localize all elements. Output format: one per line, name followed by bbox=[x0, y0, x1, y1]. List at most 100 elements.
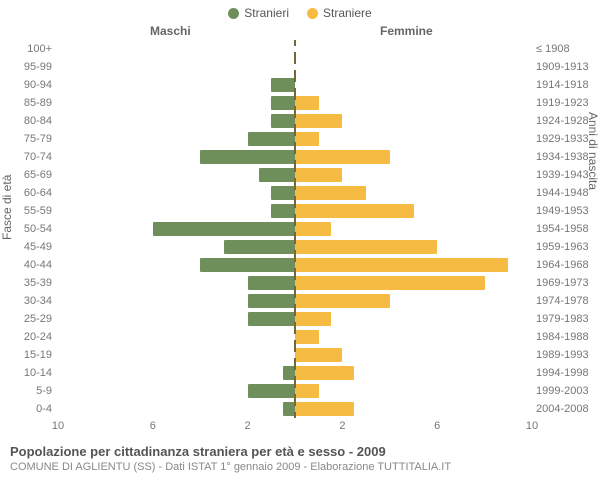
bar-female bbox=[295, 348, 342, 362]
age-label: 40-44 bbox=[0, 259, 52, 271]
row-plot bbox=[58, 148, 532, 166]
age-label: 60-64 bbox=[0, 187, 52, 199]
column-header-female: Femmine bbox=[380, 24, 433, 38]
bar-male bbox=[271, 186, 295, 200]
caption: Popolazione per cittadinanza straniera p… bbox=[0, 438, 600, 473]
birth-year-label: 1934-1938 bbox=[536, 151, 600, 163]
age-label: 45-49 bbox=[0, 241, 52, 253]
bar-female bbox=[295, 312, 331, 326]
age-label: 100+ bbox=[0, 43, 52, 55]
bar-female bbox=[295, 240, 437, 254]
row-plot bbox=[58, 256, 532, 274]
bar-male bbox=[271, 114, 295, 128]
bar-female bbox=[295, 150, 390, 164]
chart-row: 60-64 1944-1948 bbox=[0, 184, 600, 202]
bar-male bbox=[248, 132, 295, 146]
chart-row: 90-941914-1918 bbox=[0, 76, 600, 94]
row-plot bbox=[58, 202, 532, 220]
bar-male bbox=[248, 294, 295, 308]
bar-female bbox=[295, 222, 331, 236]
chart-rows: 100+≤ 190895-991909-191390-941914-191885… bbox=[0, 40, 600, 418]
bar-male bbox=[153, 222, 295, 236]
age-label: 85-89 bbox=[0, 97, 52, 109]
row-plot bbox=[58, 220, 532, 238]
column-header-male: Maschi bbox=[150, 24, 191, 38]
chart-row: 0-4 2004-2008 bbox=[0, 400, 600, 418]
row-plot bbox=[58, 382, 532, 400]
bar-female bbox=[295, 132, 319, 146]
bar-male bbox=[271, 204, 295, 218]
bar-female bbox=[295, 402, 354, 416]
bar-female bbox=[295, 204, 414, 218]
birth-year-label: 1994-1998 bbox=[536, 367, 600, 379]
age-label: 95-99 bbox=[0, 61, 52, 73]
bar-male bbox=[283, 366, 295, 380]
chart-row: 5-9 1999-2003 bbox=[0, 382, 600, 400]
chart-row: 80-84 1924-1928 bbox=[0, 112, 600, 130]
bar-female bbox=[295, 186, 366, 200]
bar-female bbox=[295, 96, 319, 110]
chart-row: 100+≤ 1908 bbox=[0, 40, 600, 58]
age-label: 5-9 bbox=[0, 385, 52, 397]
bar-male bbox=[248, 276, 295, 290]
x-axis: 10622610 bbox=[0, 418, 600, 438]
age-label: 70-74 bbox=[0, 151, 52, 163]
bar-male bbox=[271, 96, 295, 110]
bar-male bbox=[224, 240, 295, 254]
bar-female bbox=[295, 330, 319, 344]
row-plot bbox=[58, 310, 532, 328]
birth-year-label: 1939-1943 bbox=[536, 169, 600, 181]
legend-swatch-male bbox=[228, 8, 239, 19]
age-label: 20-24 bbox=[0, 331, 52, 343]
birth-year-label: 1989-1993 bbox=[536, 349, 600, 361]
birth-year-label: 1999-2003 bbox=[536, 385, 600, 397]
birth-year-label: 1924-1928 bbox=[536, 115, 600, 127]
chart-row: 35-391969-1973 bbox=[0, 274, 600, 292]
age-label: 55-59 bbox=[0, 205, 52, 217]
x-tick: 2 bbox=[339, 420, 345, 432]
birth-year-label: 1979-1983 bbox=[536, 313, 600, 325]
birth-year-label: 1984-1988 bbox=[536, 331, 600, 343]
age-label: 80-84 bbox=[0, 115, 52, 127]
column-headers: Maschi Femmine bbox=[0, 24, 600, 40]
bar-male bbox=[248, 384, 295, 398]
x-tick: 2 bbox=[245, 420, 251, 432]
legend-item-female: Straniere bbox=[307, 6, 372, 20]
bar-male bbox=[248, 312, 295, 326]
x-tick: 10 bbox=[52, 420, 64, 432]
age-label: 30-34 bbox=[0, 295, 52, 307]
chart-row: 70-74 1934-1938 bbox=[0, 148, 600, 166]
chart-row: 45-491959-1963 bbox=[0, 238, 600, 256]
chart-row: 85-891919-1923 bbox=[0, 94, 600, 112]
bar-male bbox=[200, 258, 295, 272]
row-plot bbox=[58, 94, 532, 112]
age-label: 10-14 bbox=[0, 367, 52, 379]
x-tick: 6 bbox=[150, 420, 156, 432]
birth-year-label: 1969-1973 bbox=[536, 277, 600, 289]
legend-label-male: Stranieri bbox=[244, 6, 289, 20]
caption-title: Popolazione per cittadinanza straniera p… bbox=[10, 444, 590, 459]
birth-year-label: 1964-1968 bbox=[536, 259, 600, 271]
legend: Stranieri Straniere bbox=[0, 0, 600, 20]
age-label: 25-29 bbox=[0, 313, 52, 325]
birth-year-label: 1914-1918 bbox=[536, 79, 600, 91]
birth-year-label: 1944-1948 bbox=[536, 187, 600, 199]
bar-female bbox=[295, 258, 508, 272]
bar-female bbox=[295, 114, 342, 128]
birth-year-label: 1909-1913 bbox=[536, 61, 600, 73]
row-plot bbox=[58, 238, 532, 256]
age-label: 75-79 bbox=[0, 133, 52, 145]
legend-swatch-female bbox=[307, 8, 318, 19]
x-tick: 10 bbox=[526, 420, 538, 432]
birth-year-label: 1949-1953 bbox=[536, 205, 600, 217]
row-plot bbox=[58, 40, 532, 58]
bar-female bbox=[295, 384, 319, 398]
age-label: 0-4 bbox=[0, 403, 52, 415]
legend-label-female: Straniere bbox=[323, 6, 372, 20]
birth-year-label: 1929-1933 bbox=[536, 133, 600, 145]
row-plot bbox=[58, 112, 532, 130]
age-label: 50-54 bbox=[0, 223, 52, 235]
birth-year-label: 2004-2008 bbox=[536, 403, 600, 415]
legend-item-male: Stranieri bbox=[228, 6, 289, 20]
chart-row: 65-691939-1943 bbox=[0, 166, 600, 184]
